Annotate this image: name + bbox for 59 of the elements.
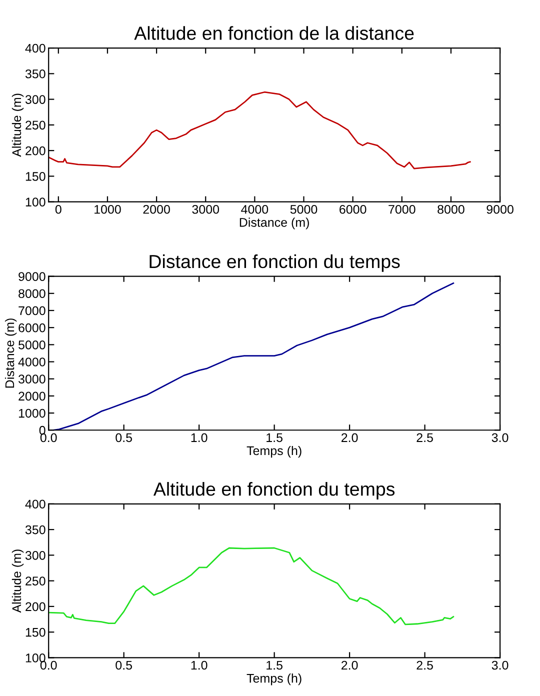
x-tick-label: 4000 bbox=[241, 204, 268, 214]
line-series bbox=[48, 91, 471, 170]
x-tick-label: 1.5 bbox=[266, 660, 282, 670]
y-tick-label: 2000 bbox=[18, 392, 46, 401]
chart-title: Distance en fonction du temps bbox=[150, 254, 400, 272]
y-tick-label: 400 bbox=[25, 500, 46, 509]
line-series bbox=[52, 282, 454, 430]
x-tick-label: 0.5 bbox=[116, 660, 132, 670]
y-tick-label: 100 bbox=[26, 198, 46, 206]
y-tick-label: 100 bbox=[26, 654, 46, 662]
x-tick-label: 3000 bbox=[192, 204, 220, 214]
y-tick-label: 5000 bbox=[18, 340, 46, 350]
x-tick-label: 1.5 bbox=[266, 433, 282, 442]
x-tick-label: 0.0 bbox=[40, 660, 57, 670]
y-tick-label: 250 bbox=[26, 576, 46, 586]
y-tick-label: 150 bbox=[26, 628, 46, 637]
y-tick-label: 7000 bbox=[18, 306, 46, 316]
x-tick-label: 5000 bbox=[290, 204, 318, 214]
x-tick-label: 3.0 bbox=[492, 660, 508, 670]
x-tick-label: 8000 bbox=[438, 204, 464, 214]
x-axis-title: Temps (h) bbox=[246, 446, 302, 458]
x-tick-label: 2.5 bbox=[416, 660, 433, 670]
y-axis-title: Distance (m) bbox=[4, 318, 17, 388]
y-tick-label: 9000 bbox=[18, 272, 46, 281]
y-tick-label: 350 bbox=[25, 69, 46, 78]
x-axis-title: Distance (m) bbox=[240, 218, 309, 230]
y-axis-title: Altitude (m) bbox=[12, 94, 24, 157]
y-tick-label: 250 bbox=[26, 120, 46, 130]
y-tick-label: 3000 bbox=[18, 374, 46, 384]
y-tick-label: 150 bbox=[26, 172, 46, 181]
y-tick-label: 400 bbox=[25, 44, 46, 53]
x-tick-label: 1.0 bbox=[191, 660, 208, 670]
y-tick-label: 6000 bbox=[18, 323, 46, 332]
x-tick-label: 0 bbox=[55, 204, 62, 214]
x-tick-label: 2.0 bbox=[342, 433, 358, 442]
x-tick-label: 2.5 bbox=[416, 433, 433, 442]
y-axis-title: Altitude (m) bbox=[12, 550, 24, 613]
y-tick-label: 300 bbox=[25, 95, 46, 104]
x-tick-label: 3.0 bbox=[492, 433, 508, 442]
x-tick-label: 9000 bbox=[486, 204, 514, 214]
x-tick-label: 0.0 bbox=[40, 433, 57, 442]
x-tick-label: 2000 bbox=[143, 204, 170, 214]
x-tick-label: 1.0 bbox=[191, 433, 208, 442]
chart-title: Altitude en fonction de la distance bbox=[134, 26, 414, 40]
chart-title: Altitude en fonction du temps bbox=[153, 482, 395, 500]
y-tick-label: 8000 bbox=[18, 289, 46, 298]
x-tick-label: 1000 bbox=[94, 204, 121, 214]
y-tick-label: 1000 bbox=[18, 408, 46, 418]
x-axis-title: Temps (h) bbox=[246, 674, 302, 686]
x-tick-label: 2.0 bbox=[342, 660, 358, 670]
y-tick-label: 350 bbox=[25, 525, 46, 534]
line-series bbox=[48, 547, 454, 626]
y-tick-label: 4000 bbox=[18, 358, 46, 366]
x-tick-label: 7000 bbox=[388, 204, 416, 214]
x-tick-label: 0.5 bbox=[116, 433, 132, 442]
x-tick-label: 6000 bbox=[340, 204, 366, 214]
y-tick-label: 200 bbox=[26, 146, 46, 156]
y-tick-label: 200 bbox=[26, 602, 46, 612]
y-tick-label: 300 bbox=[25, 550, 46, 560]
